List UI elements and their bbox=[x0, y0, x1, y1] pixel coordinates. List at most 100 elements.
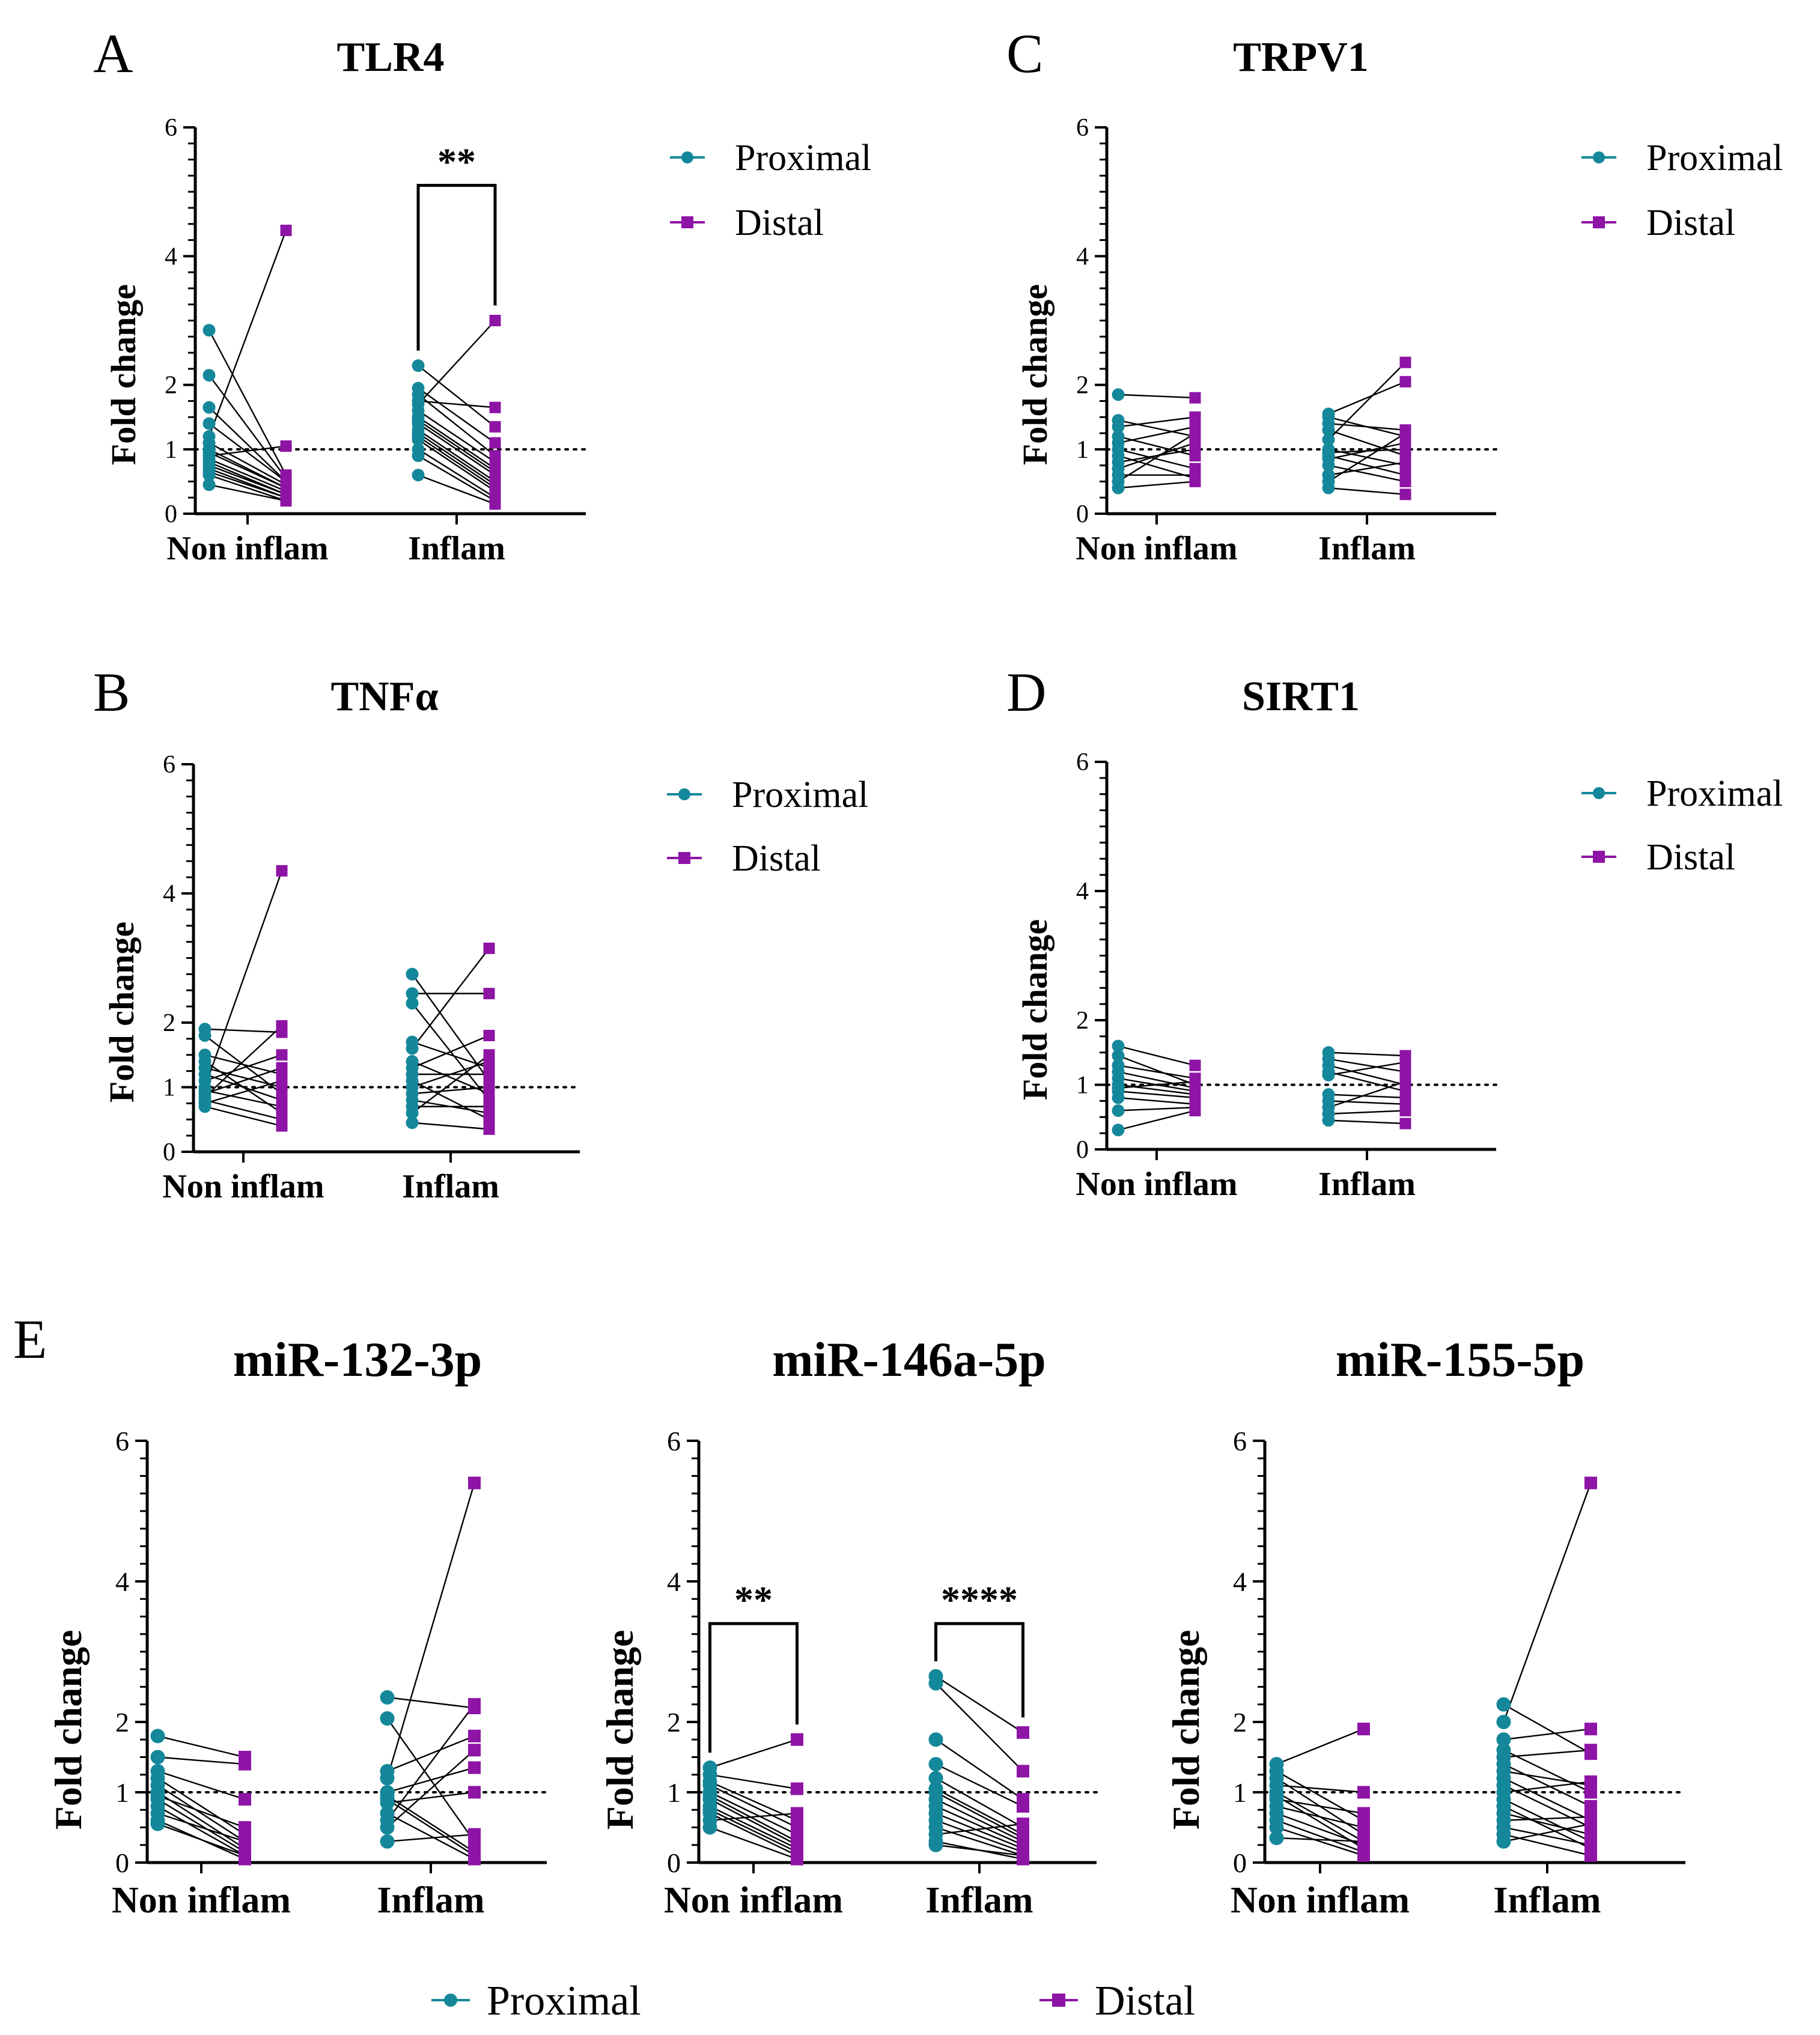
proximal-point bbox=[380, 1820, 395, 1835]
distal-point bbox=[468, 1828, 481, 1841]
distal-point bbox=[483, 1049, 495, 1061]
distal-point bbox=[1357, 1786, 1370, 1799]
pair-line bbox=[1276, 1728, 1364, 1765]
proximal-point bbox=[380, 1834, 395, 1849]
pair-line bbox=[157, 1812, 245, 1843]
distal-point bbox=[1399, 1056, 1411, 1068]
x-tick-label: Non inflam bbox=[162, 1168, 324, 1205]
pair-line bbox=[208, 484, 287, 502]
distal-point bbox=[468, 1786, 481, 1799]
pair-line bbox=[157, 1798, 246, 1853]
pair-line bbox=[1118, 1080, 1196, 1089]
pair-line bbox=[1118, 394, 1196, 399]
y-tick-label: 6 bbox=[667, 1426, 681, 1456]
pair-line bbox=[412, 1035, 490, 1069]
pair-line bbox=[157, 1795, 245, 1828]
pair-line bbox=[1328, 381, 1406, 415]
proximal-point bbox=[202, 401, 216, 414]
distal-point bbox=[1357, 1849, 1370, 1862]
pair-line bbox=[412, 1060, 490, 1088]
x-tick-label: Non inflam bbox=[166, 530, 328, 567]
proximal-point bbox=[1322, 424, 1335, 437]
pair-line bbox=[412, 1080, 490, 1121]
x-tick-label: Inflam bbox=[1493, 1880, 1601, 1921]
pair-line bbox=[418, 419, 496, 473]
chart-tnfa: TNFα 0 1 2 4 6 Fold change Non inflam Inflam Prox… bbox=[102, 674, 868, 1205]
y-tick-label: 0 bbox=[1233, 1848, 1247, 1878]
proximal-point bbox=[406, 1042, 419, 1055]
y-tick-label: 4 bbox=[165, 243, 177, 270]
y-tick-label: 1 bbox=[1233, 1777, 1247, 1808]
y-axis-label: Fold change bbox=[102, 922, 141, 1103]
panel-letter-e: E bbox=[13, 1309, 47, 1370]
proximal-point bbox=[412, 449, 425, 463]
pair-line bbox=[1503, 1827, 1591, 1846]
distal-point bbox=[276, 1049, 288, 1061]
pair-line bbox=[1328, 1094, 1406, 1099]
distal-point bbox=[1189, 1059, 1201, 1071]
pair-line bbox=[387, 1766, 475, 1793]
pair-line bbox=[418, 455, 496, 502]
pair-line bbox=[1118, 1106, 1196, 1112]
x-tick-label: Non inflam bbox=[1231, 1880, 1410, 1921]
legend-distal-marker bbox=[1593, 216, 1605, 228]
pair-line bbox=[386, 1482, 475, 1778]
pair-line bbox=[1118, 1097, 1196, 1105]
legend-distal-marker bbox=[1052, 1994, 1065, 2007]
pair-line bbox=[412, 1086, 490, 1095]
distal-point bbox=[1584, 1828, 1597, 1841]
proximal-point bbox=[412, 433, 425, 446]
proximal-point bbox=[198, 1100, 212, 1113]
pair-line bbox=[387, 1696, 475, 1709]
proximal-point bbox=[1496, 1715, 1511, 1729]
chart-mir-155-5p: miR-155-5p 0 1 2 4 6 Fold change Non inflam Infl… bbox=[1164, 1332, 1687, 1921]
distal-point bbox=[1399, 1105, 1411, 1116]
distal-point bbox=[280, 440, 292, 452]
pair-line bbox=[208, 445, 287, 457]
panel-letter-a: A bbox=[93, 23, 133, 84]
proximal-point bbox=[1322, 459, 1335, 472]
y-tick-label: 0 bbox=[667, 1848, 681, 1878]
distal-point bbox=[1017, 1726, 1029, 1739]
distal-point bbox=[1399, 1118, 1411, 1130]
distal-point bbox=[1357, 1835, 1370, 1848]
distal-point bbox=[239, 1835, 251, 1848]
proximal-point bbox=[1269, 1831, 1284, 1846]
y-tick-label: 1 bbox=[115, 1777, 129, 1808]
distal-point bbox=[468, 1698, 481, 1711]
pair-line bbox=[1118, 419, 1196, 437]
proximal-point bbox=[1112, 388, 1125, 401]
pair-line bbox=[412, 1054, 490, 1114]
distal-point bbox=[1399, 437, 1411, 449]
pair-line bbox=[1503, 1777, 1592, 1821]
proximal-point bbox=[150, 1816, 165, 1831]
pair-line bbox=[1118, 442, 1196, 470]
proximal-point bbox=[380, 1771, 395, 1786]
pair-line bbox=[204, 1073, 282, 1101]
significance-label: **** bbox=[941, 1578, 1018, 1621]
pair-line bbox=[418, 422, 496, 476]
pair-line bbox=[386, 1704, 475, 1821]
proximal-point bbox=[380, 1690, 395, 1705]
y-tick-label: 1 bbox=[1076, 1072, 1089, 1100]
distal-point bbox=[489, 437, 501, 449]
pair-line bbox=[1118, 1071, 1196, 1089]
distal-point bbox=[483, 1068, 495, 1080]
y-tick-label: 6 bbox=[115, 1426, 129, 1456]
proximal-point bbox=[1322, 1114, 1335, 1127]
pair-line bbox=[1328, 442, 1406, 460]
pair-line bbox=[1328, 1058, 1406, 1073]
pair-line bbox=[1328, 1080, 1406, 1109]
pair-line bbox=[1328, 455, 1406, 476]
y-tick-label: 4 bbox=[163, 880, 175, 908]
pair-line bbox=[1503, 1816, 1591, 1821]
legend-distal-marker bbox=[681, 216, 693, 228]
pair-line bbox=[936, 1823, 1023, 1836]
pair-line bbox=[1118, 1055, 1196, 1086]
pair-line bbox=[208, 442, 287, 485]
pair-line bbox=[936, 1844, 1023, 1857]
y-axis-label: Fold change bbox=[47, 1630, 90, 1830]
x-tick-label: Inflam bbox=[402, 1168, 499, 1205]
x-tick-label: Non inflam bbox=[1076, 530, 1237, 567]
y-tick-label: 2 bbox=[163, 1009, 175, 1037]
